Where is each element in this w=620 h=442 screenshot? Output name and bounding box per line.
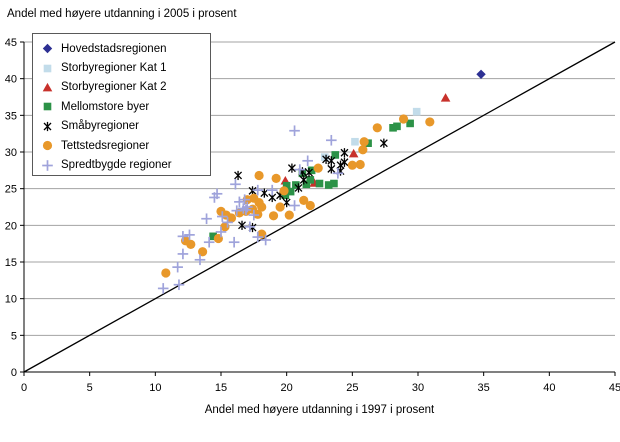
y-tick-label: 45 (5, 37, 17, 49)
legend-item: Hovedstadsregionen (33, 39, 210, 58)
y-tick-label: 0 (11, 367, 17, 379)
y-tick-label: 10 (5, 294, 17, 306)
y-tick-label: 40 (5, 74, 17, 86)
series-mellomstore-byer (209, 119, 414, 241)
diamond-marker-icon (42, 43, 53, 54)
square-marker-icon (43, 64, 52, 72)
series-hovedstadsregionen (476, 69, 486, 79)
x-tick-label: 0 (21, 382, 27, 394)
legend-label: Storbyregioner Kat 2 (61, 81, 167, 94)
x-tick-label: 5 (87, 382, 93, 394)
y-tick-label: 25 (5, 184, 17, 196)
x-tick-label: 20 (281, 382, 293, 394)
legend-item: Storbyregioner Kat 2 (33, 78, 210, 97)
legend-label: Spredtbygde regioner (61, 159, 172, 172)
y-tick-label: 30 (5, 147, 17, 159)
legend-item: Tettstedsregioner (33, 136, 210, 155)
legend-item: Storbyregioner Kat 1 (33, 58, 210, 77)
triangle-marker-icon (42, 82, 53, 92)
legend-label: Mellomstore byer (61, 100, 150, 113)
chart-title: Andel med høyere utdanning i 2005 i pros… (7, 8, 237, 20)
x-tick-label: 35 (478, 382, 490, 394)
legend-item: Småbyregioner (33, 117, 210, 136)
circle-marker-icon (42, 141, 53, 151)
star-marker-icon (43, 121, 52, 131)
y-tick-label: 20 (5, 220, 17, 232)
x-tick-label: 40 (543, 382, 555, 394)
x-axis-title: Andel med høyere utdanning i 1997 i pros… (204, 404, 435, 416)
x-tick-label: 25 (346, 382, 358, 394)
x-tick-label: 30 (412, 382, 424, 394)
y-tick-label: 5 (11, 330, 17, 342)
x-tick-label: 10 (149, 382, 161, 394)
y-tick-label: 35 (5, 110, 17, 122)
legend: Hovedstadsregionen Storbyregioner Kat 1 St… (32, 33, 211, 176)
x-tick-label: 15 (215, 382, 227, 394)
x-tick-label: 45 (609, 382, 620, 394)
legend-label: Tettstedsregioner (61, 139, 150, 152)
legend-label: Hovedstadsregionen (61, 42, 167, 55)
legend-item: Spredtbygde regioner (33, 155, 210, 174)
legend-label: Storbyregioner Kat 1 (61, 62, 167, 75)
legend-label: Småbyregioner (61, 120, 139, 133)
plus-marker-icon (42, 159, 53, 171)
y-tick-label: 15 (5, 257, 17, 269)
square-marker-icon (43, 103, 52, 111)
series-spredtbygde-regioner (157, 125, 344, 294)
legend-item: Mellomstore byer (33, 97, 210, 116)
